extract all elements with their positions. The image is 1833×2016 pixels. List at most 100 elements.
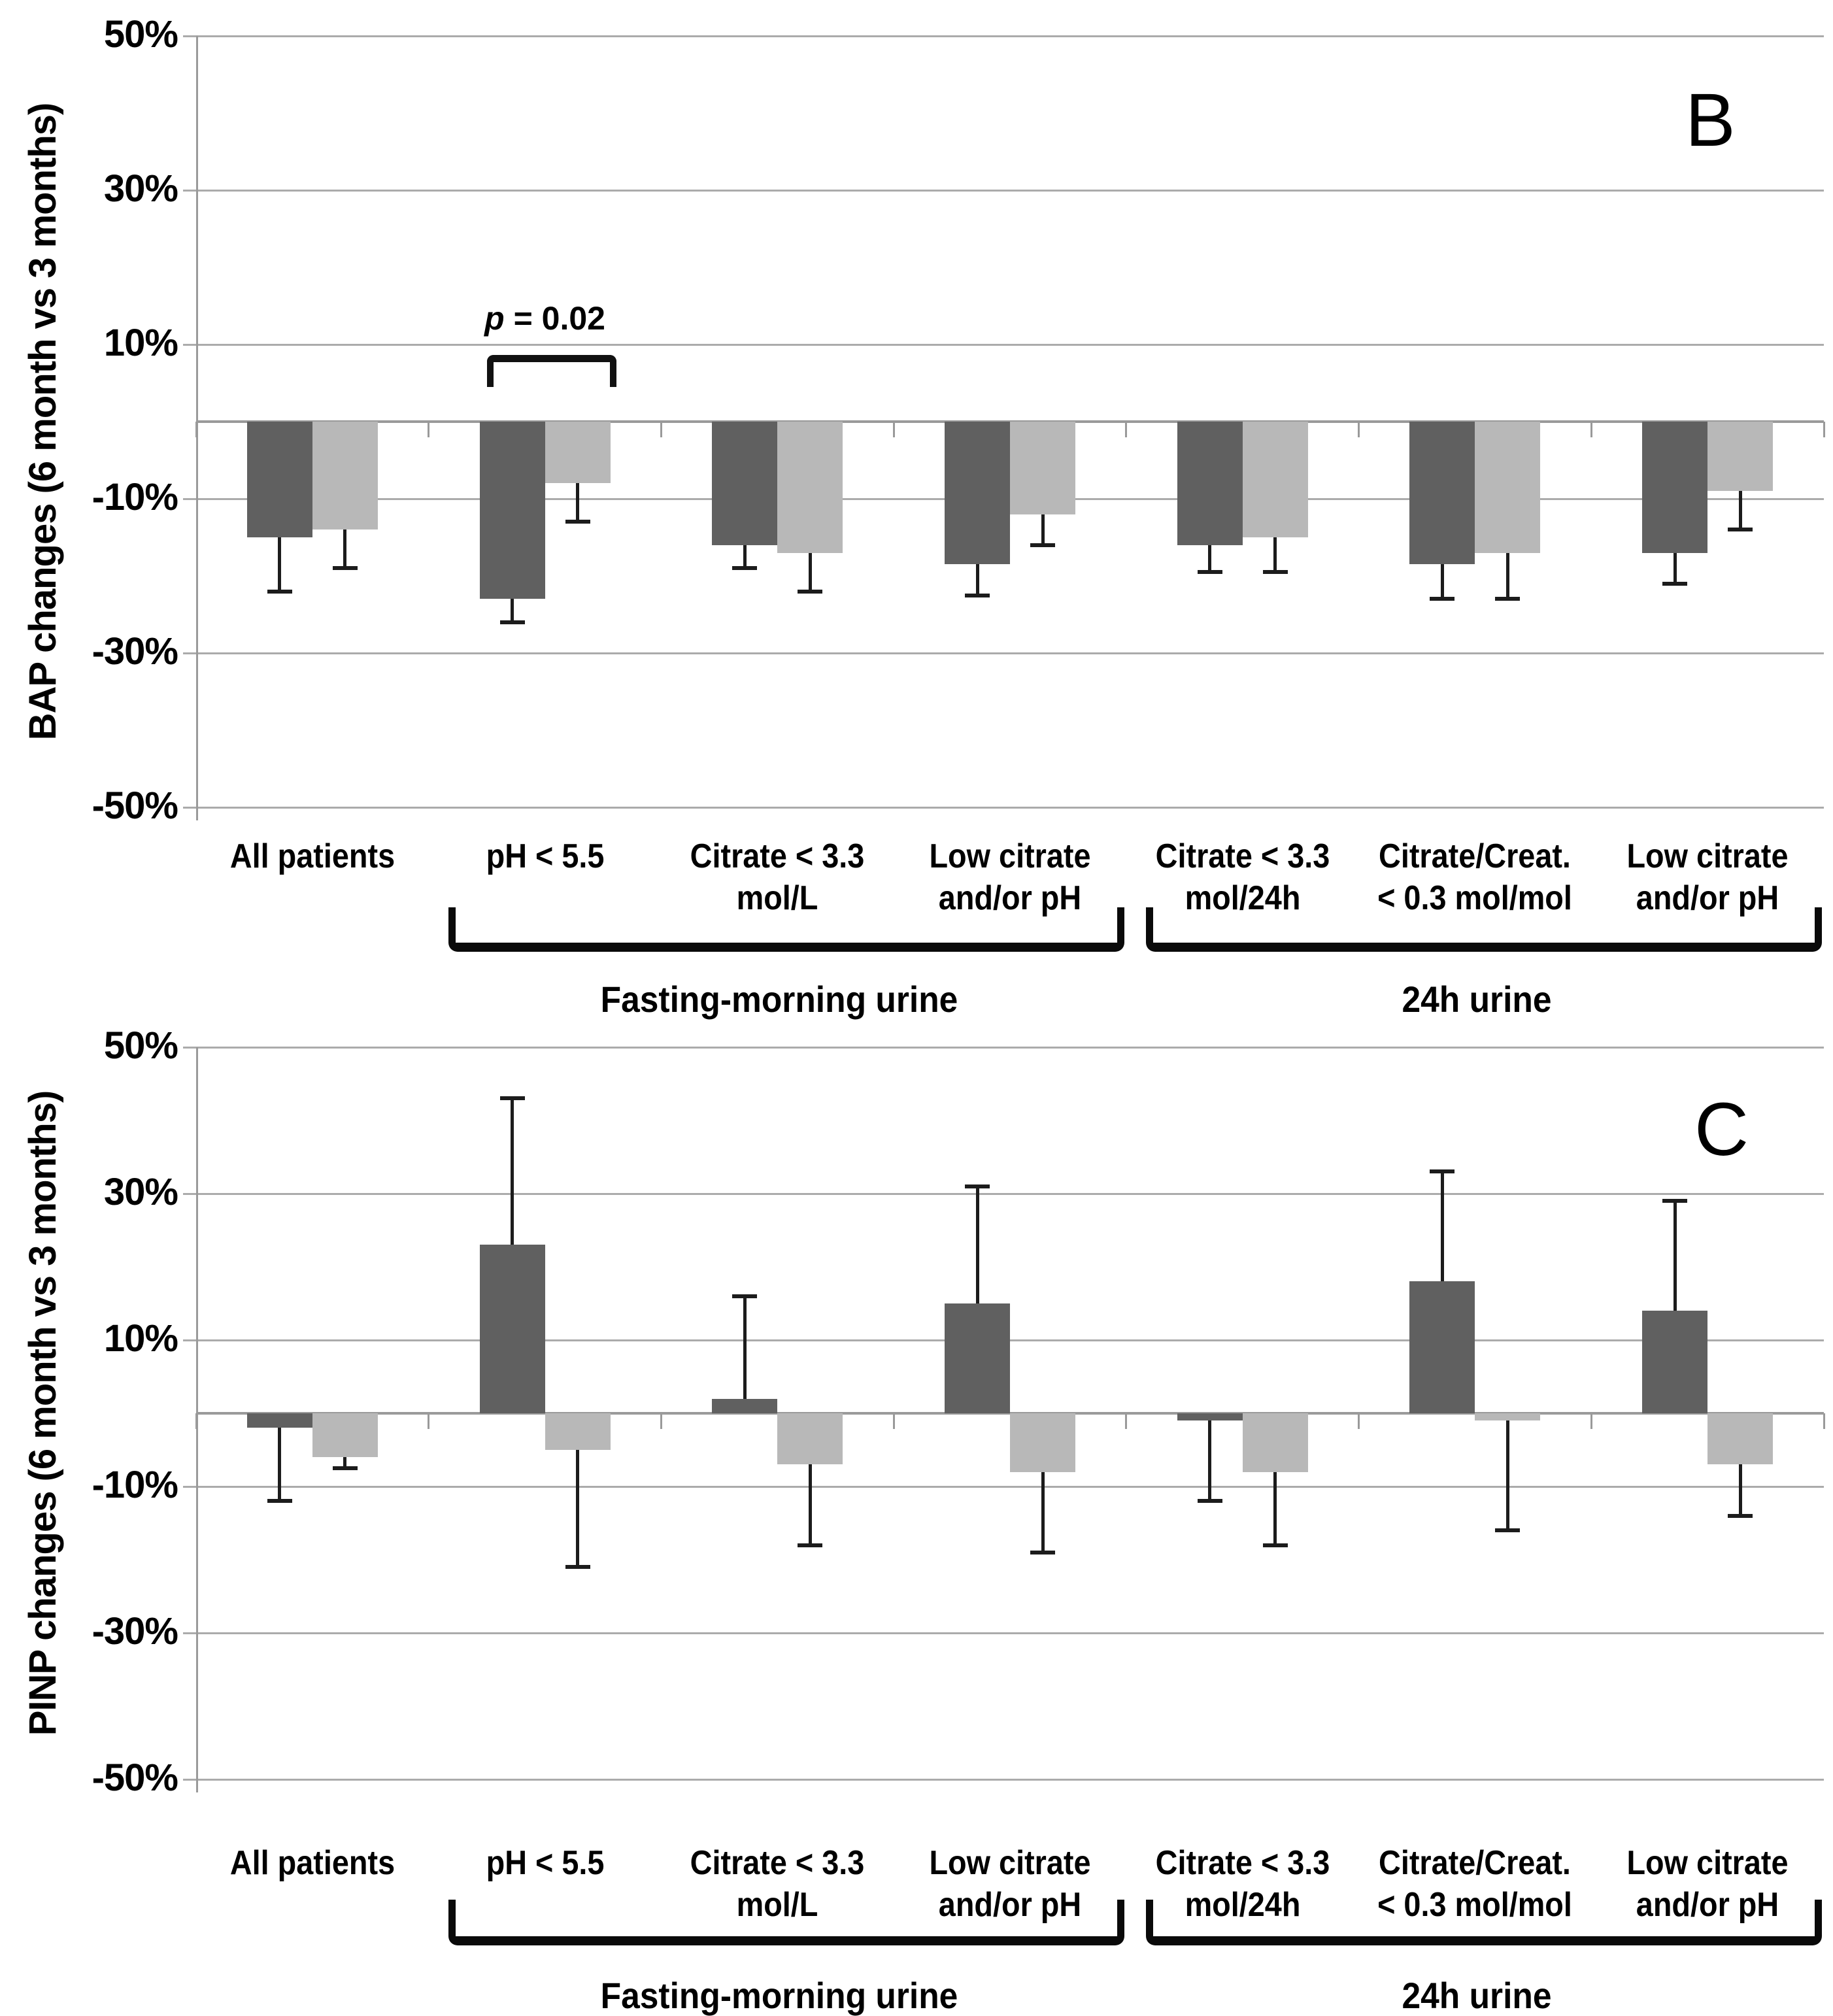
y-axis-tick xyxy=(183,1192,196,1195)
category-label-line: Low citrate xyxy=(1626,1844,1789,1882)
error-bar-cap xyxy=(565,520,590,524)
category-label: Low citrate and/or pH xyxy=(1627,1842,1789,1926)
gridline xyxy=(196,1632,1824,1634)
error-bar xyxy=(1738,491,1742,530)
y-tick-label: -50% xyxy=(92,784,178,827)
error-bar xyxy=(511,599,514,622)
gridline xyxy=(196,1339,1824,1341)
p-value-bracket xyxy=(486,355,616,387)
bar-light xyxy=(1242,1413,1308,1472)
error-bar-cap xyxy=(732,1294,758,1298)
category-label-line: Citrate/Creat. xyxy=(1379,1844,1572,1882)
y-axis-line xyxy=(196,36,198,820)
category-label-line: Citrate < 3.3 xyxy=(690,837,865,875)
bar-dark xyxy=(479,1245,545,1413)
y-axis-tick xyxy=(183,652,196,654)
category-label: All patients xyxy=(230,1842,395,1884)
error-bar xyxy=(1673,552,1677,584)
category-label-line: mol/24h xyxy=(1185,1886,1301,1924)
y-axis-tick xyxy=(183,806,196,809)
error-bar-cap xyxy=(798,589,823,594)
p-value-annotation: p = 0.02 xyxy=(484,299,605,337)
error-bar-cap xyxy=(499,620,525,624)
y-axis-tick xyxy=(183,497,196,500)
bar-dark xyxy=(945,422,1010,565)
x-axis-tick xyxy=(660,1413,662,1429)
x-axis-tick xyxy=(1125,422,1128,437)
error-bar xyxy=(743,1296,747,1399)
y-axis-tick xyxy=(183,1046,196,1049)
error-bar-cap xyxy=(565,1565,590,1570)
error-bar-cap xyxy=(1262,570,1288,575)
error-bar-cap xyxy=(267,589,292,594)
category-label-line: < 0.3 mol/mol xyxy=(1377,1886,1573,1924)
error-bar xyxy=(1041,1471,1045,1553)
x-axis-tick xyxy=(1125,1413,1128,1429)
bar-light xyxy=(1242,422,1308,537)
error-bar-cap xyxy=(1430,597,1455,601)
bar-dark xyxy=(1642,1311,1708,1413)
bar-dark xyxy=(712,1398,778,1413)
category-label-line: Low citrate xyxy=(929,1844,1091,1882)
category-label-line: pH < 5.5 xyxy=(486,1844,604,1882)
bar-light xyxy=(1475,1413,1541,1421)
category-label-line: Citrate < 3.3 xyxy=(690,1844,865,1882)
bar-light xyxy=(545,422,611,484)
gridline xyxy=(196,189,1824,192)
bar-light xyxy=(777,1413,843,1465)
group-bracket-label: 24h urine xyxy=(1402,1975,1552,2016)
error-bar xyxy=(1440,564,1444,599)
category-label-line: and/or pH xyxy=(1636,879,1779,917)
error-bar-cap xyxy=(1495,597,1521,601)
category-label-line: and/or pH xyxy=(938,879,1082,917)
group-bracket xyxy=(448,907,1124,952)
error-bar xyxy=(343,529,347,569)
error-bar-cap xyxy=(732,566,758,571)
category-label: pH < 5.5 xyxy=(486,1842,604,1884)
error-bar xyxy=(1208,1420,1212,1502)
error-bar xyxy=(1208,545,1212,573)
gridline xyxy=(196,35,1824,37)
category-label: All patients xyxy=(230,835,395,877)
group-bracket xyxy=(1145,1900,1822,1945)
bar-light xyxy=(1010,422,1075,514)
panel-letter-b: B xyxy=(1685,78,1736,162)
error-bar xyxy=(1041,514,1045,545)
error-bar xyxy=(1273,1471,1277,1545)
error-bar xyxy=(1505,552,1509,599)
error-bar xyxy=(1273,537,1277,573)
error-bar xyxy=(343,1457,347,1468)
category-label-line: < 0.3 mol/mol xyxy=(1377,879,1573,917)
error-bar xyxy=(576,1450,580,1568)
error-bar-cap xyxy=(499,1096,525,1101)
error-bar xyxy=(743,545,747,569)
y-axis-title-pinp: PINP changes (6 month vs 3 months) xyxy=(22,1090,64,1736)
bar-dark xyxy=(1642,422,1708,553)
y-tick-label: -30% xyxy=(92,630,178,673)
error-bar-cap xyxy=(1728,528,1753,532)
y-axis-tick xyxy=(183,1632,196,1634)
category-label-line: Citrate < 3.3 xyxy=(1155,1844,1330,1882)
panel-b: BAP changes (6 month vs 3 months) B 50% 3… xyxy=(22,13,1825,1020)
category-label-line: Citrate/Creat. xyxy=(1379,837,1572,875)
p-value-italic-p: p xyxy=(484,300,505,337)
y-tick-label: 30% xyxy=(103,167,178,210)
error-bar-cap xyxy=(1197,1499,1222,1504)
gridline xyxy=(196,1046,1824,1049)
x-axis-tick xyxy=(1358,1413,1360,1429)
group-bracket-label: Fasting-morning urine xyxy=(600,979,958,1020)
error-bar-cap xyxy=(1495,1528,1521,1533)
bar-light xyxy=(1475,422,1541,553)
x-axis-tick xyxy=(660,422,662,437)
category-label-line: Citrate < 3.3 xyxy=(1155,837,1330,875)
group-bracket-label: 24h urine xyxy=(1402,979,1552,1020)
bar-light xyxy=(312,1413,378,1458)
error-bar-cap xyxy=(332,1466,358,1470)
error-bar xyxy=(278,1428,282,1502)
error-bar-cap xyxy=(1662,1199,1688,1203)
category-label: Low citrate and/or pH xyxy=(929,835,1090,919)
bar-light xyxy=(545,1413,611,1450)
bar-dark xyxy=(945,1303,1010,1413)
y-tick-label: -10% xyxy=(92,476,178,518)
